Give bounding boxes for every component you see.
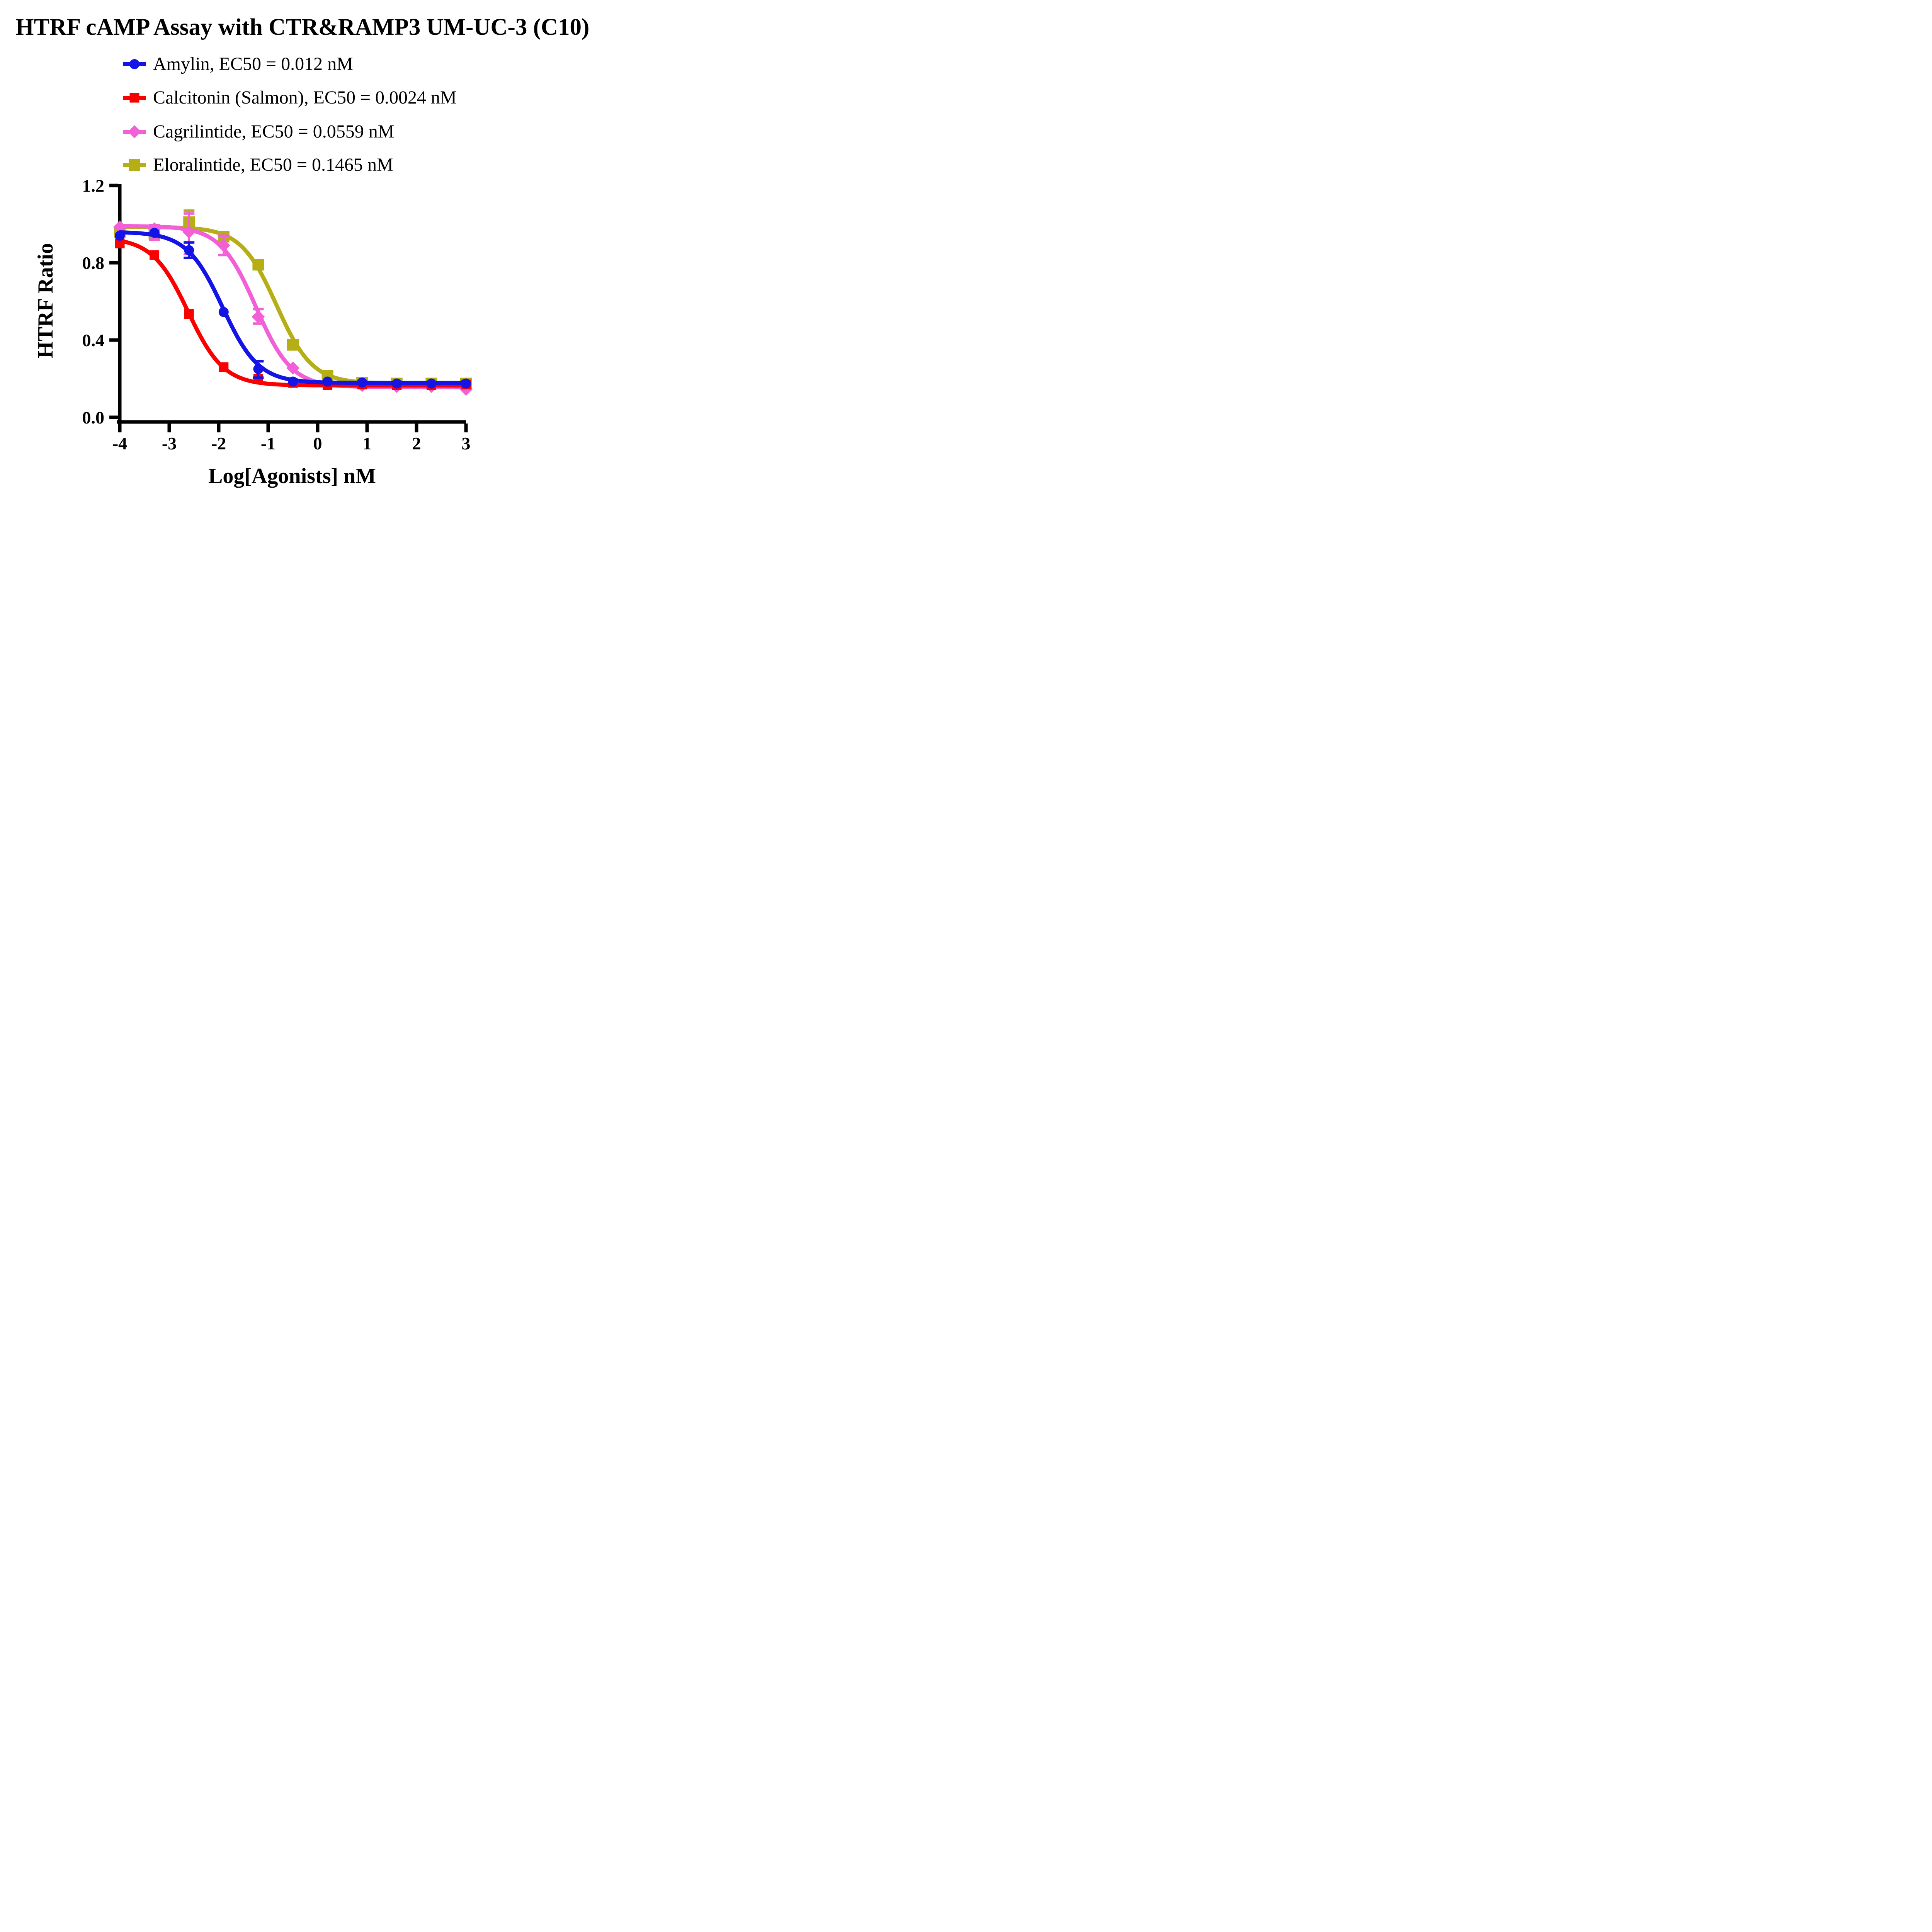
legend-item-cagrilintide: Cagrilintide, EC50 = 0.0559 nM [122,121,395,142]
data-point-calcitonin-salmon- [184,309,194,319]
data-point-amylin [391,378,402,389]
y-tick-label: 0.8 [82,253,105,273]
x-tick-label: -4 [112,434,127,453]
curve-amylin [117,230,468,385]
data-point-amylin [288,376,298,387]
data-point-amylin [253,364,264,374]
data-point-amylin [149,228,160,238]
x-tick-label: 0 [313,434,322,453]
data-point-amylin [322,376,333,387]
x-tick-label: -2 [211,434,226,453]
data-point-cagrilintide [113,220,126,234]
data-point-eloralintide [287,339,299,351]
x-axis-title: Log[Agonists] nM [208,464,376,488]
y-tick-label: 1.2 [82,176,105,196]
data-point-amylin [184,245,194,255]
dose-response-chart: -4 -3 -2 -1 0 1 2 3 0.0 0.4 0.8 1.2 [82,176,473,453]
x-tick-label: -3 [162,434,177,453]
legend-label-calcitonin: Calcitonin (Salmon), EC50 = 0.0024 nM [153,87,457,108]
x-tick-label: 3 [462,434,471,453]
legend-item-calcitonin: Calcitonin (Salmon), EC50 = 0.0024 nM [122,87,457,108]
legend-label-cagrilintide: Cagrilintide, EC50 = 0.0559 nM [153,121,395,142]
data-point-amylin [115,231,125,241]
legend-item-eloralintide: Eloralintide, EC50 = 0.1465 nM [122,155,393,175]
y-tick-label: 0.0 [82,408,105,427]
data-point-eloralintide [252,259,264,270]
legend-marker-eloralintide-square-icon [123,159,146,171]
x-tick-label: -1 [261,434,276,453]
legend-label-eloralintide: Eloralintide, EC50 = 0.1465 nM [153,155,393,175]
data-point-amylin [218,307,229,317]
curve-eloralintide [117,225,468,386]
data-point-calcitonin-salmon- [150,250,160,260]
legend-marker-amylin-circle-icon [123,59,146,69]
data-point-amylin [357,378,367,388]
data-point-cagrilintide [182,225,196,238]
legend-item-amylin: Amylin, EC50 = 0.012 nM [122,54,353,74]
data-point-amylin [461,378,471,389]
legend-label-amylin: Amylin, EC50 = 0.012 nM [153,54,353,74]
data-point-calcitonin-salmon- [219,362,229,372]
data-point-amylin [426,378,437,389]
legend-marker-calcitonin-square-icon [123,93,146,103]
chart-title: HTRF cAMP Assay with CTR&RAMP3 UM-UC-3 (… [15,14,590,40]
x-tick-label: 1 [363,434,372,453]
y-tick-label: 0.4 [82,330,105,350]
x-tick-label: 2 [412,434,421,453]
y-axis-title: HTRF Ratio [34,243,58,359]
legend-marker-cagrilintide-diamond-icon [123,125,146,138]
